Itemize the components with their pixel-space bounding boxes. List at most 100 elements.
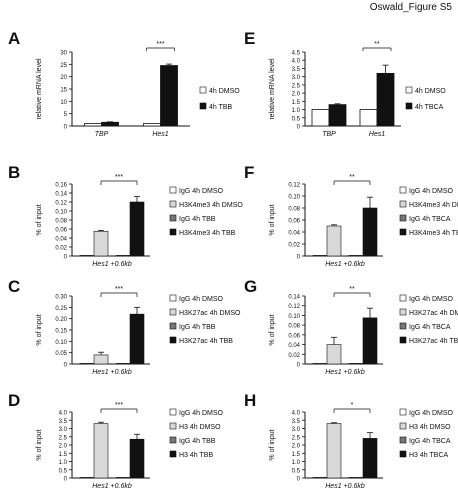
panel-a-bar (84, 123, 102, 127)
panel-b-ylabel: % of input (36, 204, 43, 235)
panel-b-ytick-label: 0.02 (55, 246, 67, 252)
panel-b-bar (129, 201, 145, 257)
panel-g-ytick-label: 0.06 (288, 333, 300, 339)
panel-a-bar (101, 121, 119, 127)
panel-c-legend-swatch (169, 336, 177, 344)
panel-b-bar (79, 255, 95, 257)
panel-b-bar (115, 255, 131, 257)
panel-c-legend-swatch (169, 322, 177, 330)
panel-c-ytick-label: 0.10 (55, 340, 67, 346)
panel-d-legend-swatch (169, 450, 177, 458)
panel-a-xtick-label: Hes1 (152, 131, 168, 138)
panel-d-ytick-label: 0.5 (59, 468, 68, 474)
panel-e-ylabel: relative mRNA level (269, 58, 276, 120)
panel-c-legend-swatch (169, 308, 177, 316)
panel-e-ytick-label: 4.5 (292, 51, 301, 57)
panel-f-ytick-label: 0.08 (288, 207, 300, 213)
panel-h-bar (348, 477, 364, 479)
panel-g-ytick-label: 0.04 (288, 343, 300, 349)
panel-b-ytick-label: 0 (64, 255, 68, 261)
panel-f-legend-label: H3K4me3 4h TBCA (409, 230, 458, 237)
panel-h-bar (312, 477, 328, 479)
panel-a-sig-label: *** (156, 41, 164, 48)
panel-f-xtick-label: Hes1 +0.6kb (325, 261, 365, 268)
panel-f-bar (312, 255, 328, 257)
panel-c-ytick-label: 0.30 (55, 295, 67, 301)
panel-d-ytick-label: 1.5 (59, 452, 68, 458)
panel-a-legend-swatch (199, 102, 207, 110)
panel-d-ytick-label: 2.0 (59, 444, 68, 450)
panel-h-ytick-label: 3.0 (292, 427, 301, 433)
panel-b-legend-label: IgG 4h DMSO (179, 188, 224, 195)
panel-e-ytick-label: 0.5 (292, 116, 301, 122)
panel-c-bar (79, 363, 95, 365)
panel-b-ytick-label: 0.08 (55, 219, 67, 225)
panel-d-ytick-label: 3.0 (59, 427, 68, 433)
panel-g-ytick-label: 0.10 (288, 314, 300, 320)
panel-e-ytick-label: 0 (297, 125, 301, 131)
panel-c-ytick-label: 0.15 (55, 329, 67, 335)
panel-c-legend-swatch (169, 294, 177, 302)
panel-h-legend-label: IgG 4h DMSO (409, 410, 454, 417)
panel-a-xtick-label: TBP (95, 131, 109, 138)
panel-e-sig-label: ** (374, 41, 380, 48)
panel-h-ytick-label: 0.5 (292, 468, 301, 474)
panel-b-letter: B (8, 163, 20, 182)
panel-e-bar (359, 109, 378, 127)
panel-d-legend-swatch (169, 436, 177, 444)
panel-h-ytick-label: 1.0 (292, 460, 301, 466)
panel-e-bar (311, 109, 330, 127)
panel-b-legend-label: H3K4me3 4h DMSO (179, 202, 243, 209)
panel-e: E 0 0.5 1.0 1.5 2.0 2.5 3.0 3.5 4.0 4.5 relative mR… (244, 29, 446, 138)
panel-h-legend-swatch (399, 422, 407, 430)
panel-g-legend-label: H3K27ac 4h DMSO (409, 310, 458, 317)
panel-h-legend-label: H3 4h TBCA (409, 452, 448, 459)
panel-c-legend-label: IgG 4h TBB (179, 324, 216, 331)
panel-g-legend-label: H3K27ac 4h TBCA (409, 338, 458, 345)
panel-f-bar (348, 255, 364, 257)
panel-d-ytick-label: 0 (64, 477, 68, 483)
panel-b: B 0 0.02 0.04 0.06 0.08 0.10 0.12 0.14 0.16 % of i… (8, 163, 243, 268)
figure-title: Oswald_Figure S5 (369, 2, 452, 13)
panel-e-ytick-label: 2.0 (292, 92, 301, 98)
panel-c-ytick-label: 0.05 (55, 351, 67, 357)
panel-d-legend-label: H3 4h TBB (179, 452, 213, 459)
panel-c-bar (129, 313, 145, 365)
panel-b-ytick-label: 0.16 (55, 183, 67, 189)
panel-d-legend-swatch (169, 422, 177, 430)
panel-a-ytick-label: 15 (60, 88, 67, 94)
panel-f-bar (362, 207, 378, 257)
panel-c-ytick-label: 0.25 (55, 306, 67, 312)
panel-h-ytick-label: 0 (297, 477, 301, 483)
panel-c-ytick-label: 0 (64, 363, 68, 369)
panel-h-ytick-label: 2.5 (292, 435, 301, 441)
panel-d-xtick-label: Hes1 +0.6kb (92, 483, 132, 490)
panel-a-ytick-label: 30 (60, 51, 67, 57)
panel-h-ytick-label: 3.5 (292, 419, 301, 425)
panel-e-legend-swatch (405, 102, 413, 110)
panel-f-legend-label: IgG 4h TBCA (409, 216, 451, 223)
panel-b-legend-swatch (169, 200, 177, 208)
panel-h-ytick-label: 4.0 (292, 411, 301, 417)
panel-g-legend-swatch (399, 336, 407, 344)
panel-f-letter: F (244, 163, 254, 182)
panel-h-bar (326, 423, 342, 479)
panel-c-letter: C (8, 277, 20, 296)
panel-h: H 0 0.5 1.0 1.5 2.0 2.5 3.0 3.5 4.0 % of input Hes1… (244, 391, 454, 490)
panel-f-ytick-label: 0.04 (288, 231, 300, 237)
panel-c-legend-label: H3K27ac 4h TBB (179, 338, 233, 345)
panel-h-ytick-label: 2.0 (292, 444, 301, 450)
panel-c-sig-label: *** (115, 286, 123, 293)
panel-h-legend-swatch (399, 450, 407, 458)
panel-a-bar (143, 123, 161, 127)
panel-e-ytick-label: 1.0 (292, 108, 301, 114)
panel-g-bar (348, 363, 364, 365)
panel-d-legend-label: IgG 4h DMSO (179, 410, 224, 417)
panel-h-xtick-label: Hes1 +0.6kb (325, 483, 365, 490)
panel-f-legend-swatch (399, 186, 407, 194)
panel-h-legend-swatch (399, 408, 407, 416)
panel-d-ytick-label: 3.5 (59, 419, 68, 425)
panel-g-bar (312, 363, 328, 365)
panel-c-ylabel: % of input (36, 314, 43, 345)
panel-e-legend-swatch (405, 86, 413, 94)
